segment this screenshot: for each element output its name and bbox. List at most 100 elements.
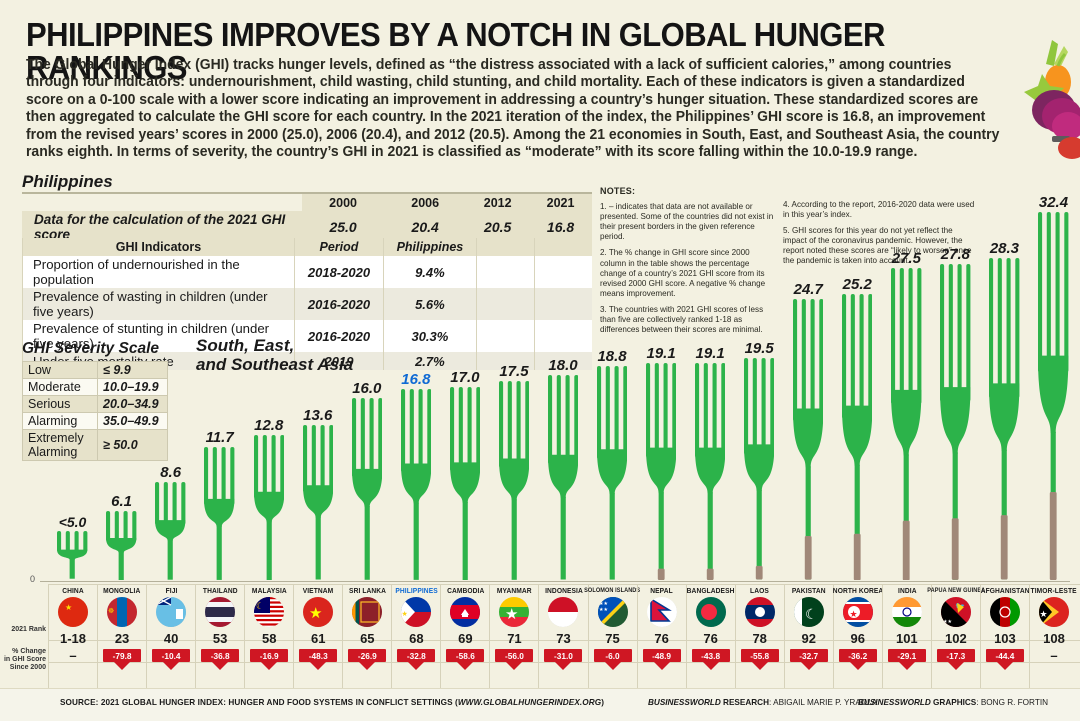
- country-name: INDIA: [897, 586, 917, 595]
- fork-bar: 28.3: [980, 240, 1029, 720]
- country-column[interactable]: INDIA 101 -29.1: [881, 584, 931, 688]
- fork-value-label: 16.8: [401, 371, 431, 389]
- country-column[interactable]: TIMOR-LESTE ★ 108 –: [1028, 584, 1078, 688]
- pct-change-value: -26.9: [348, 649, 387, 662]
- fork-bar: 16.0: [342, 380, 391, 720]
- down-arrow-icon: [702, 662, 719, 670]
- indicator-name: Proportion of undernourished in the popu…: [22, 256, 295, 288]
- svg-text:★★: ★★: [599, 607, 608, 613]
- philippines-section-title: Philippines: [22, 172, 113, 191]
- indicator-name: Prevalence of wasting in children (under…: [22, 288, 295, 320]
- source-suffix: ): [601, 698, 605, 707]
- country-name: FIJI: [165, 586, 178, 595]
- fork-bar: 27.8: [931, 246, 980, 720]
- country-rank: 53: [212, 631, 228, 646]
- country-column[interactable]: CAMBODIA 69 -58.6: [440, 584, 489, 688]
- down-arrow-icon: [310, 662, 327, 670]
- country-column[interactable]: PAPUA NEW GUINEA 🐦★★ 102 -17.3: [927, 584, 985, 688]
- pct-change-value: -6.0: [593, 649, 632, 662]
- pct-change-badge: –: [1034, 649, 1074, 667]
- source-url[interactable]: WWW.GLOBALHUNGERINDEX.ORG: [457, 698, 602, 707]
- table-row: Low ≤ 9.9: [22, 361, 168, 379]
- country-name: VIETNAM: [302, 586, 334, 595]
- fork-value-label: 19.1: [646, 344, 676, 362]
- country-flag-icon: [695, 597, 726, 627]
- pct-change-value: -36.2: [838, 649, 877, 662]
- severity-name: Serious: [22, 395, 98, 413]
- svg-text:★★: ★★: [599, 601, 608, 607]
- intro-paragraph: The Global Hunger Index (GHI) tracks hun…: [26, 57, 1000, 161]
- country-flag-icon: [744, 597, 775, 627]
- svg-text:☸: ☸: [108, 607, 114, 615]
- country-column[interactable]: LAOS 78 -55.8: [734, 584, 784, 688]
- country-column[interactable]: AFGHANISTAN 103 -44.4: [979, 584, 1029, 688]
- pct-change-badge: -16.9: [249, 649, 289, 670]
- country-column[interactable]: NEPAL 76 -48.9: [636, 584, 686, 688]
- country-rank: 92: [801, 631, 816, 646]
- country-column[interactable]: SRI LANKA 65 -26.9: [342, 584, 391, 688]
- pct-change-badge: -6.0: [593, 649, 633, 670]
- pct-change-value: -48.3: [299, 649, 338, 662]
- indicator-period: 2018-2020: [293, 256, 384, 288]
- severity-name: Low: [22, 361, 98, 379]
- pct-change-badge: –: [53, 649, 93, 667]
- down-arrow-icon: [261, 662, 278, 670]
- score-value: 25.0: [302, 211, 385, 243]
- country-column[interactable]: BANGLADESH 76 -43.8: [685, 584, 735, 688]
- country-column[interactable]: CHINA ★ 1-18 –: [48, 584, 97, 688]
- country-column[interactable]: MALAYSIA ☾ 58 -16.9: [244, 584, 293, 688]
- country-rank: 108: [1043, 631, 1065, 646]
- table-row: Prevalence of stunting in children (unde…: [22, 320, 592, 352]
- country-column[interactable]: MYANMAR ★ 71 -56.0: [489, 584, 538, 688]
- fork-bar: 12.8: [244, 417, 293, 720]
- severity-name: Extremely Alarming: [22, 429, 98, 461]
- research-name: : ABIGAIL MARIE P. YRAOLA: [769, 698, 878, 707]
- year-header: 2006: [384, 194, 467, 211]
- fork-icon: [989, 258, 1020, 585]
- fork-bar: 17.5: [489, 363, 538, 720]
- notes-column-2: 4. According to the report, 2016-2020 da…: [783, 200, 978, 273]
- fork-icon: [891, 267, 922, 585]
- country-flag-icon: ★: [842, 597, 873, 627]
- country-column[interactable]: NORTH KOREA ★ 96 -36.2: [833, 584, 883, 688]
- country-header: Philippines: [383, 238, 477, 256]
- severity-scale-table: Low ≤ 9.9 Moderate 10.0–19.9 Serious 20.0–3…: [22, 361, 168, 461]
- pct-change-badge: -32.8: [396, 649, 436, 670]
- severity-range: 35.0–49.9: [97, 412, 168, 430]
- source-text: : 2021 GLOBAL HUNGER INDEX: HUNGER AND F…: [95, 698, 458, 707]
- country-column[interactable]: FIJI 40 -10.4: [146, 584, 195, 688]
- fork-icon: [743, 358, 775, 585]
- pct-change-badge: -36.2: [838, 649, 878, 670]
- down-arrow-icon: [163, 662, 180, 670]
- country-detail-table: 2021 Rank % Change in GHI Score Since 2000…: [0, 584, 1080, 688]
- fork-icon: [253, 434, 284, 585]
- fork-value-label: 18.8: [597, 348, 627, 366]
- score-value: 16.8: [529, 211, 592, 243]
- notes-column-1: NOTES: 1. – indicates that data are not …: [600, 186, 775, 341]
- country-column[interactable]: THAILAND 53 -36.8: [195, 584, 244, 688]
- country-column[interactable]: PHILIPPINES ★ 68 -32.8: [391, 584, 440, 688]
- pct-change-value: -36.8: [201, 649, 240, 662]
- country-column[interactable]: PAKISTAN ☾ 92 -32.7: [783, 584, 833, 688]
- country-rank: 78: [752, 631, 767, 646]
- country-name: TIMOR-LESTE: [1030, 586, 1078, 595]
- severity-range: 20.0–34.9: [97, 395, 168, 413]
- pct-change-value: -43.8: [691, 649, 730, 662]
- country-column[interactable]: VIETNAM ★ 61 -48.3: [293, 584, 342, 688]
- fork-value-label: <5.0: [58, 514, 87, 531]
- country-flag-icon: [548, 597, 579, 627]
- table-row: Moderate 10.0–19.9: [22, 378, 168, 396]
- empty-cell: [533, 238, 592, 256]
- country-name: CHINA: [62, 586, 84, 595]
- country-column[interactable]: INDONESIA 73 -31.0: [538, 584, 587, 688]
- down-arrow-icon: [800, 662, 817, 670]
- pct-change-value: -48.9: [642, 649, 681, 662]
- pct-change-value: -32.8: [397, 649, 436, 662]
- empty-cell: [475, 320, 535, 352]
- year-header: 2000: [302, 194, 385, 211]
- country-column[interactable]: SOLOMON ISLANDS ★★ ★★ 75 -6.0: [584, 584, 641, 688]
- fork-icon: [793, 299, 824, 585]
- country-column[interactable]: MONGOLIA ☸ 23 -79.8: [97, 584, 146, 688]
- country-name: MALAYSIA: [251, 586, 287, 595]
